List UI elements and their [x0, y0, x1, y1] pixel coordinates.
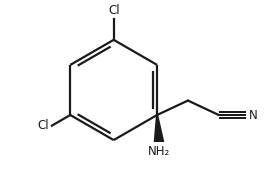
Text: NH₂: NH₂	[148, 145, 170, 158]
Text: Cl: Cl	[37, 119, 49, 132]
Text: Cl: Cl	[108, 4, 120, 17]
Text: N: N	[249, 109, 257, 122]
Polygon shape	[154, 115, 164, 142]
